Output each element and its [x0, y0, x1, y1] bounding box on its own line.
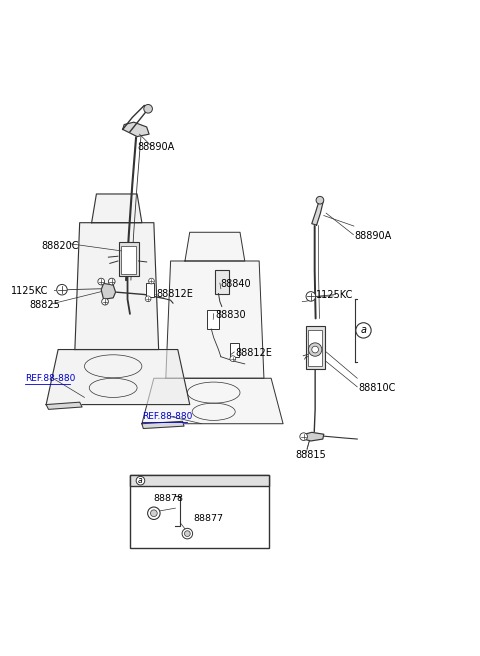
Circle shape: [309, 343, 322, 356]
Polygon shape: [185, 232, 245, 261]
Polygon shape: [142, 379, 283, 424]
Bar: [306, 325, 325, 369]
Circle shape: [230, 356, 236, 361]
Bar: [121, 246, 136, 274]
Text: 88878: 88878: [153, 495, 183, 503]
Polygon shape: [142, 421, 184, 428]
Text: 88840: 88840: [221, 279, 252, 289]
Bar: [130, 476, 269, 486]
Circle shape: [316, 196, 324, 204]
Circle shape: [136, 476, 145, 485]
Circle shape: [312, 346, 319, 353]
Circle shape: [98, 278, 105, 285]
Bar: [215, 270, 229, 293]
Circle shape: [182, 528, 192, 539]
Bar: [120, 242, 139, 276]
Text: 1125KC: 1125KC: [316, 291, 353, 300]
Circle shape: [148, 507, 160, 520]
Circle shape: [306, 292, 316, 301]
Polygon shape: [46, 350, 190, 405]
Circle shape: [102, 298, 108, 305]
Circle shape: [300, 433, 308, 440]
Text: 88890A: 88890A: [137, 142, 174, 152]
Text: 88820C: 88820C: [41, 241, 79, 251]
Text: 88890A: 88890A: [355, 231, 392, 241]
Text: 1125KC: 1125KC: [11, 286, 48, 296]
Bar: [308, 330, 323, 366]
Text: 88810C: 88810C: [359, 383, 396, 393]
Polygon shape: [123, 122, 149, 136]
Circle shape: [356, 323, 371, 338]
Circle shape: [184, 531, 190, 537]
Circle shape: [149, 278, 155, 284]
Circle shape: [57, 285, 67, 295]
Polygon shape: [304, 432, 324, 441]
Circle shape: [151, 510, 157, 516]
Polygon shape: [101, 283, 116, 299]
Text: REF.88-880: REF.88-880: [24, 374, 75, 382]
Polygon shape: [312, 199, 323, 225]
Text: 88812E: 88812E: [156, 289, 193, 298]
Text: 88825: 88825: [29, 300, 60, 310]
Polygon shape: [92, 194, 142, 222]
Text: a: a: [138, 476, 143, 485]
Polygon shape: [46, 402, 82, 409]
Polygon shape: [166, 261, 264, 379]
Bar: [207, 310, 219, 329]
Text: 88877: 88877: [193, 514, 224, 523]
Bar: [146, 283, 155, 297]
Bar: [230, 343, 239, 357]
Text: 88812E: 88812E: [235, 348, 272, 358]
Circle shape: [108, 278, 115, 285]
Bar: [130, 476, 269, 548]
Text: REF.88-880: REF.88-880: [142, 412, 192, 421]
Text: 88815: 88815: [295, 450, 326, 461]
Circle shape: [144, 104, 153, 113]
Circle shape: [145, 296, 151, 302]
Polygon shape: [75, 222, 158, 350]
Text: 88830: 88830: [215, 310, 246, 319]
Text: a: a: [360, 325, 367, 335]
